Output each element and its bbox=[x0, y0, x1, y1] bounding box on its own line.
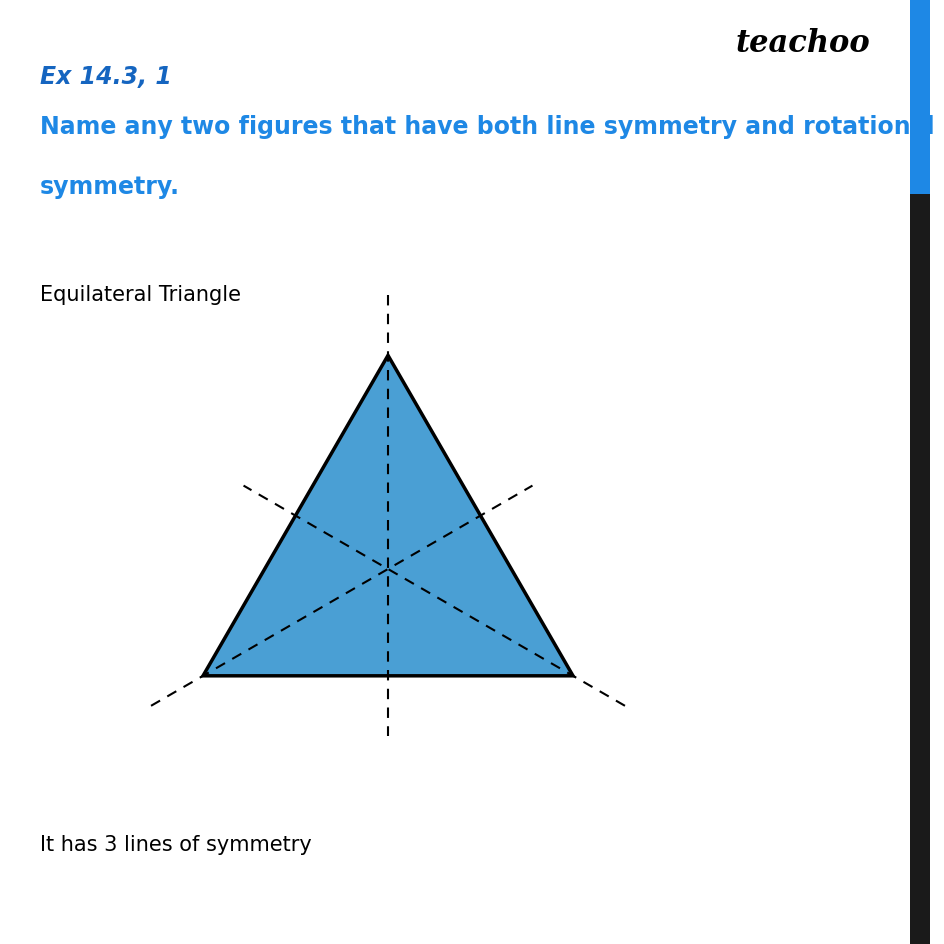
Text: symmetry.: symmetry. bbox=[40, 175, 179, 199]
Text: It has 3 lines of symmetry: It has 3 lines of symmetry bbox=[40, 834, 312, 854]
Text: Ex 14.3, 1: Ex 14.3, 1 bbox=[40, 65, 172, 89]
Text: Equilateral Triangle: Equilateral Triangle bbox=[40, 285, 241, 305]
Text: teachoo: teachoo bbox=[734, 28, 869, 59]
Text: Name any two figures that have both line symmetry and rotational: Name any two figures that have both line… bbox=[40, 115, 934, 139]
Bar bbox=[909, 0, 929, 194]
Polygon shape bbox=[203, 356, 572, 676]
Bar bbox=[909, 194, 929, 944]
